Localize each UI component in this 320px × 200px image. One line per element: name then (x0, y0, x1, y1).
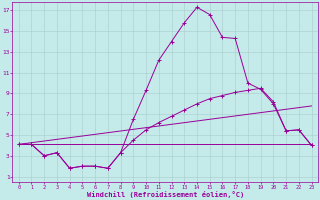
X-axis label: Windchill (Refroidissement éolien,°C): Windchill (Refroidissement éolien,°C) (86, 191, 244, 198)
